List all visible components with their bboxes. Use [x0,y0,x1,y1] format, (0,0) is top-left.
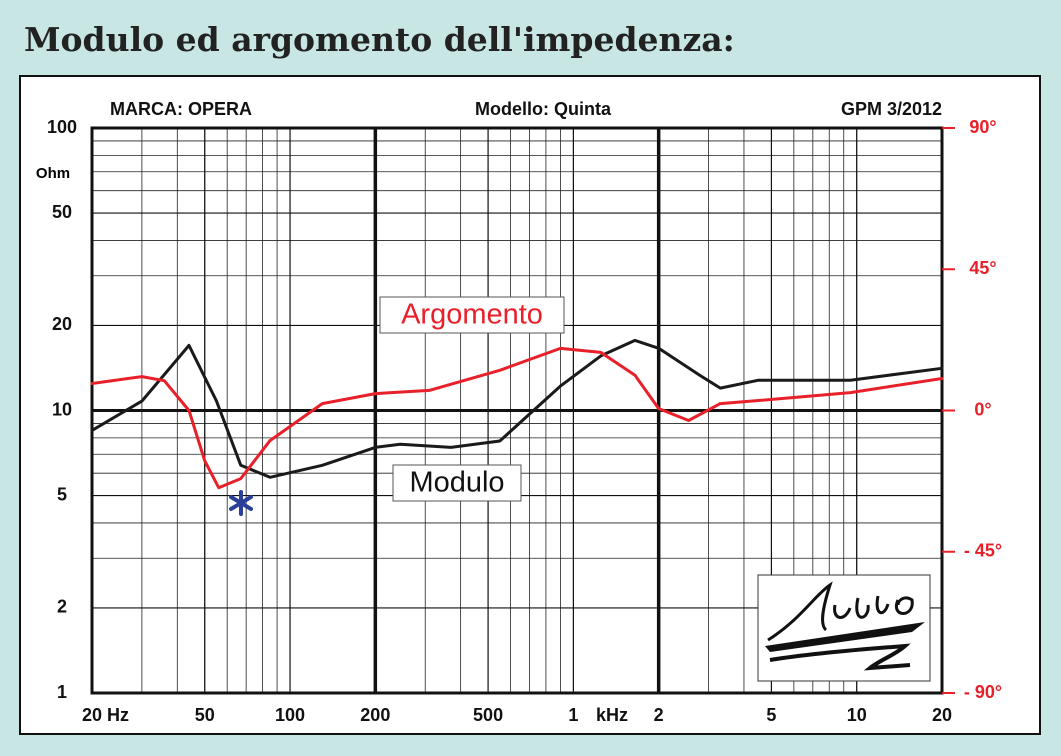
x-tick-label: 50 [195,705,215,725]
y-tick-label: 20 [52,314,72,334]
y2-tick-label: - 45° [964,541,1002,561]
header-left: MARCA: OPERA [110,99,252,119]
y-tick-label: 5 [57,484,67,504]
x-tick-label: 20 [932,705,952,725]
x-tick-label: 20 Hz [82,705,129,725]
chart-title: Modulo ed argomento dell'impedenza: [24,20,735,59]
y-tick-label: 2 [57,597,67,617]
series-line [90,346,944,490]
x-tick-label: 5 [766,705,776,725]
x-unit: kHz [596,705,628,725]
y2-tick-label: - 90° [964,682,1002,702]
x-tick-label: 100 [275,705,305,725]
series-label: Modulo [409,467,504,499]
y2-tick-label: 90° [969,117,996,137]
x-tick-label: 2 [654,705,664,725]
x-tick-label: 500 [473,705,503,725]
y-tick-label: 50 [52,202,72,222]
y-tick-label: 1 [57,682,67,702]
header-right: GPM 3/2012 [841,99,942,119]
x-tick-label: 10 [847,705,867,725]
marks [90,338,944,490]
x-tick-label: 200 [360,705,390,725]
logo [757,574,931,682]
y-tick-label: 10 [52,399,72,419]
y2-tick-label: 0° [974,399,991,419]
y2-tick-label: 45° [969,258,996,278]
label-box [392,464,522,502]
asterisk [229,490,253,516]
y-tick-label: 100 [47,117,77,137]
x-tick-label: 1 [568,705,578,725]
header-center: Modello: Quinta [475,99,612,119]
label-box [379,296,565,334]
series-label: Argomento [401,299,543,331]
y-unit: Ohm [36,165,70,182]
series-line [90,338,944,479]
